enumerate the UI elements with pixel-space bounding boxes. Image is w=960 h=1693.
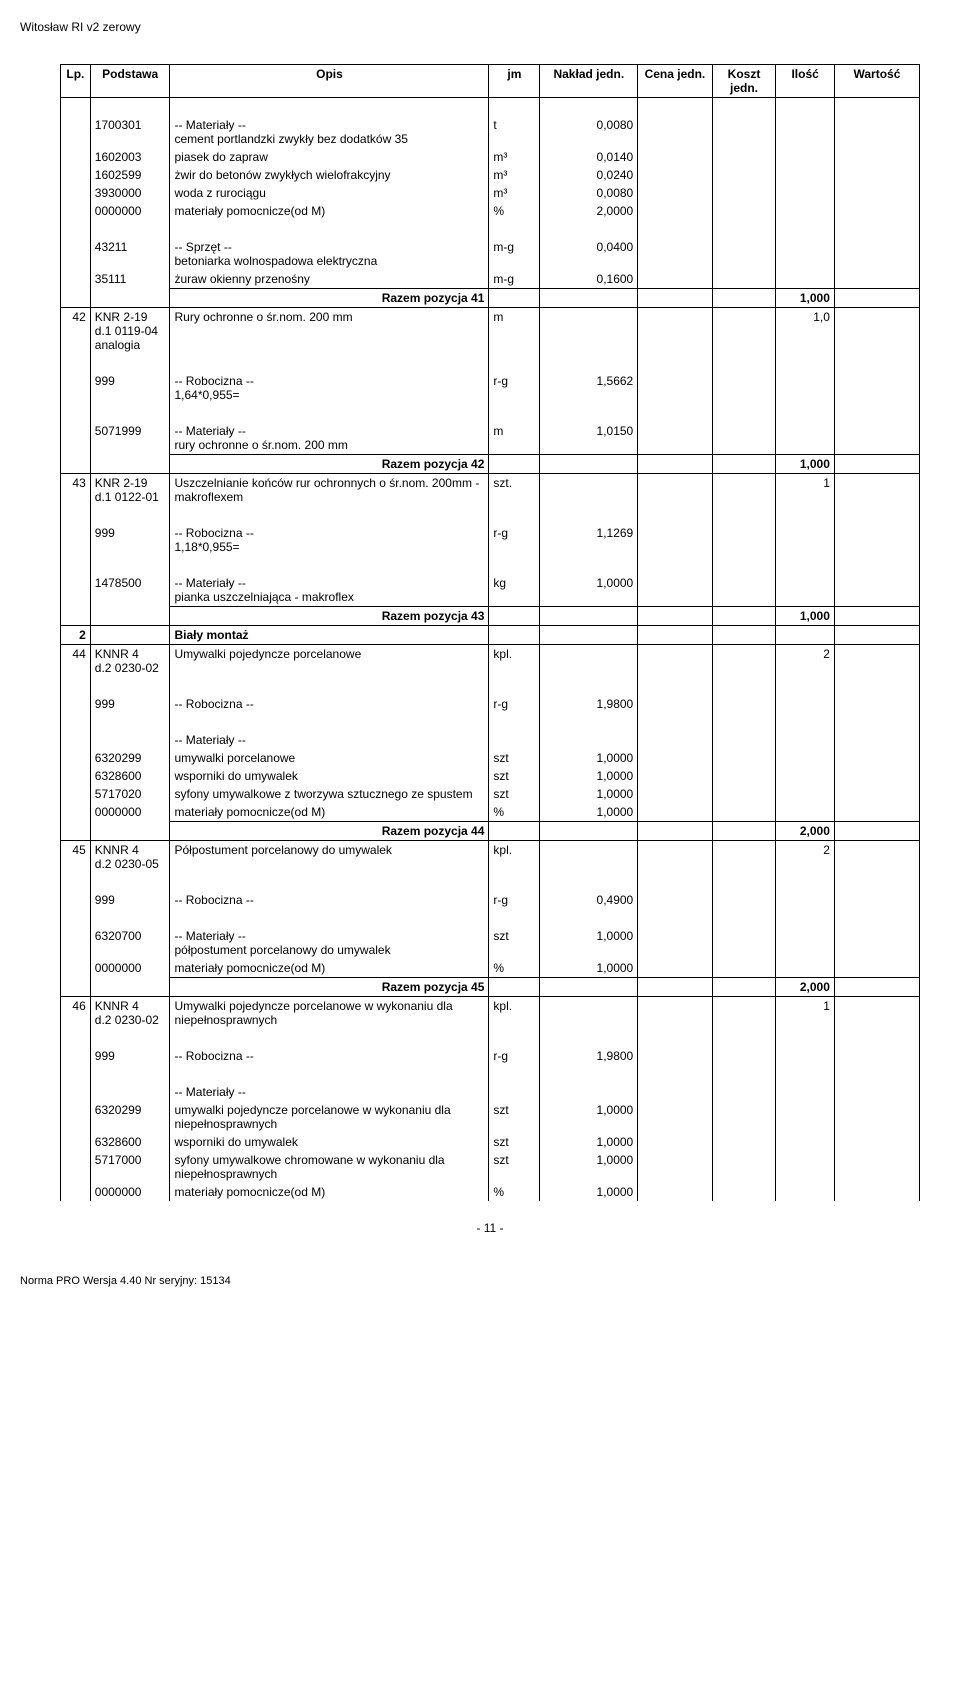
table-row: 44KNNR 4d.2 0230-02Umywalki pojedyncze p… [61,645,920,678]
table-row: 1478500-- Materiały --pianka uszczelniaj… [61,574,920,607]
table-row: 0000000materiały pomocnicze(od M)%2,0000 [61,202,920,220]
table-row [61,556,920,574]
th-lp: Lp. [61,65,91,98]
th-jm: jm [489,65,540,98]
table-row: 999-- Robocizna --r-g0,4900 [61,891,920,909]
table-row [61,713,920,731]
table-row: 1700301-- Materiały --cement portlandzki… [61,116,920,148]
table-row: 6320700-- Materiały --półpostument porce… [61,927,920,959]
table-row [61,354,920,372]
table-row: Razem pozycja 421,000 [61,455,920,474]
table-row [61,98,920,117]
table-row: 1602003piasek do zaprawm³0,0140 [61,148,920,166]
table-row [61,506,920,524]
table-row [61,1065,920,1083]
table-row: 0000000materiały pomocnicze(od M)%1,0000 [61,803,920,822]
table-row: 46KNNR 4d.2 0230-02Umywalki pojedyncze p… [61,997,920,1030]
table-row: 5071999-- Materiały --rury ochronne o śr… [61,422,920,455]
th-wartosc: Wartość [834,65,919,98]
table-row: 3930000woda z rurociągum³0,0080 [61,184,920,202]
page-number: - 11 - [60,1221,920,1235]
cost-table: Lp. Podstawa Opis jm Nakład jedn. Cena j… [60,64,920,1201]
table-row [61,873,920,891]
table-row: 999-- Robocizna --r-g1,9800 [61,1047,920,1065]
table-row: 43211-- Sprzęt --betoniarka wolnospadowa… [61,238,920,270]
th-ilosc: Ilość [776,65,834,98]
table-row: 999-- Robocizna --1,18*0,955=r-g1,1269 [61,524,920,556]
table-row [61,404,920,422]
table-row: 1602599żwir do betonów zwykłych wielofra… [61,166,920,184]
table-row: 0000000materiały pomocnicze(od M)%1,0000 [61,959,920,978]
table-row: 0000000materiały pomocnicze(od M)%1,0000 [61,1183,920,1201]
table-row: 43KNR 2-19d.1 0122-01Uszczelnianie końcó… [61,474,920,507]
table-row: 5717020syfony umywalkowe z tworzywa sztu… [61,785,920,803]
th-cena: Cena jedn. [638,65,712,98]
th-podstawa: Podstawa [90,65,170,98]
table-row: 6328600wsporniki do umywalekszt1,0000 [61,767,920,785]
doc-title: Witosław RI v2 zerowy [20,20,920,34]
table-row: Razem pozycja 442,000 [61,822,920,841]
table-row: 6328600wsporniki do umywalekszt1,0000 [61,1133,920,1151]
th-opis: Opis [170,65,489,98]
th-naklad: Nakład jedn. [540,65,638,98]
table-row [61,909,920,927]
table-row: 35111żuraw okienny przenośnym-g0,1600 [61,270,920,289]
table-row: 42KNR 2-19d.1 0119-04 analogiaRury ochro… [61,308,920,355]
table-row: -- Materiały -- [61,1083,920,1101]
footer: Norma PRO Wersja 4.40 Nr seryjny: 15134 [20,1275,920,1287]
table-row: 6320299umywalki porcelanoweszt1,0000 [61,749,920,767]
table-row: -- Materiały -- [61,731,920,749]
table-row: 999-- Robocizna --1,64*0,955=r-g1,5662 [61,372,920,404]
table-row: 999-- Robocizna --r-g1,9800 [61,695,920,713]
table-row [61,677,920,695]
table-row: Razem pozycja 431,000 [61,607,920,626]
th-koszt: Koszt jedn. [712,65,776,98]
table-row: Razem pozycja 411,000 [61,289,920,308]
table-row: 6320299umywalki pojedyncze porcelanowe w… [61,1101,920,1133]
table-row: 45KNNR 4d.2 0230-05Półpostument porcelan… [61,841,920,874]
table-row [61,1029,920,1047]
table-row: 5717000syfony umywalkowe chromowane w wy… [61,1151,920,1183]
table-row: 2Biały montaż [61,626,920,645]
table-row [61,220,920,238]
table-row: Razem pozycja 452,000 [61,978,920,997]
table-header-row: Lp. Podstawa Opis jm Nakład jedn. Cena j… [61,65,920,98]
